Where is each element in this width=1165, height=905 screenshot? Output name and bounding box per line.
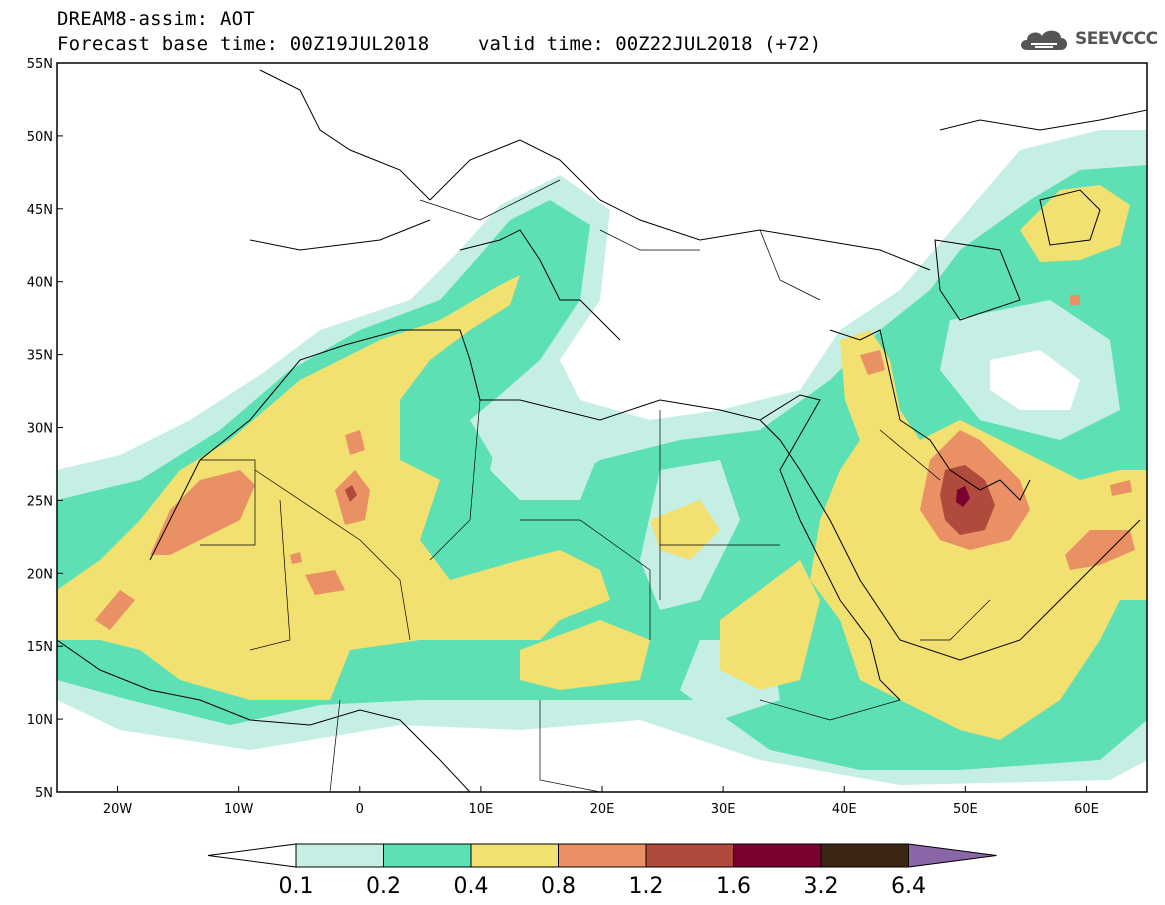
colorbar-swatch [470,843,559,868]
lon-tick-label: 20W [103,802,133,817]
aot-contour-level-3 [57,275,610,700]
lon-tick-label: 20E [590,802,615,817]
lat-tick-label: 25N [27,494,53,509]
lon-tick-label: 40E [832,802,857,817]
lat-tick-label: 5N [35,786,53,801]
colorbar-swatch [558,843,647,868]
lat-tick-label: 45N [27,203,53,218]
valid-time: valid time: 00Z22JUL2018 (+72) [478,33,822,55]
lat-tick-label: 20N [27,567,53,582]
map-title: DREAM8-assim: AOT [57,8,255,30]
lat-tick-label: 15N [27,640,53,655]
colorbar-swatch [733,843,822,868]
lon-tick-label: 60E [1074,802,1099,817]
aot-contour-level-4 [150,470,255,555]
logo-text: SEEVCCC [1075,29,1158,49]
aot-field [57,63,1147,792]
forecast-base-time: Forecast base time: 00Z19JUL2018 [57,33,430,55]
colorbar-label: 1.6 [716,874,751,899]
lat-tick-label: 55N [27,57,53,72]
colorbar-label: 0.4 [454,874,489,899]
colorbar-swatch [383,843,472,868]
colorbar-swatch [645,843,734,868]
colorbar-label: 6.4 [891,874,926,899]
longitude-axis: 20W 10W 0 10E 20E 30E 40E 50E 60E [103,786,1099,817]
colorbar-overflow [908,843,997,868]
colorbar-underflow [207,843,297,868]
cloud-icon [1021,30,1067,50]
colorbar-label: 0.2 [366,874,401,899]
lat-tick-label: 35N [27,349,53,364]
lat-tick-label: 40N [27,276,53,291]
latitude-axis: 55N 50N 45N 40N 35N 30N 25N 20N 15N 10N 5N [27,57,63,801]
lon-tick-label: 0 [356,802,364,817]
country-borders [200,179,991,792]
lon-tick-label: 10E [469,802,494,817]
colorbar-swatch [295,843,384,868]
aot-contour-level-6 [956,486,970,507]
lon-tick-label: 50E [953,802,978,817]
lon-tick-label: 30E [711,802,736,817]
lat-tick-label: 50N [27,130,53,145]
colorbar-label: 0.8 [541,874,576,899]
lat-tick-label: 10N [27,713,53,728]
lat-tick-label: 30N [27,422,53,437]
coastlines [57,69,1147,792]
colorbar-label: 0.1 [279,874,314,899]
colorbar-label: 1.2 [629,874,664,899]
seevccc-logo: SEEVCCC [1017,24,1158,54]
colorbar-swatch [820,843,909,868]
lon-tick-label: 10W [224,802,254,817]
colorbar-label: 3.2 [804,874,839,899]
